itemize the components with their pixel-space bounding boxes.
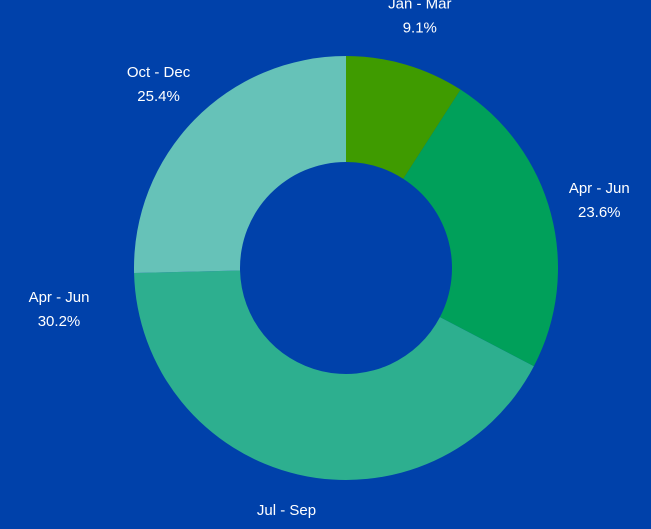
slice-label: Jul - Sep [257,502,316,519]
slice-value-label: 23.6% [578,204,621,221]
slice-label: Jan - Mar [388,0,451,13]
annotation-label: Apr - Jun [29,289,90,306]
donut-slice [134,56,346,273]
slice-label: Apr - Jun [569,180,630,197]
donut-slice [346,56,461,179]
donut-slice [134,270,534,480]
slice-label: Oct - Dec [127,64,191,81]
slice-value-label: 9.1% [403,20,437,37]
slice-value-label: 42% [271,526,301,529]
annotation-value: 30.2% [38,313,81,330]
slice-value-label: 25.4% [137,88,180,105]
donut-slice [403,89,558,367]
